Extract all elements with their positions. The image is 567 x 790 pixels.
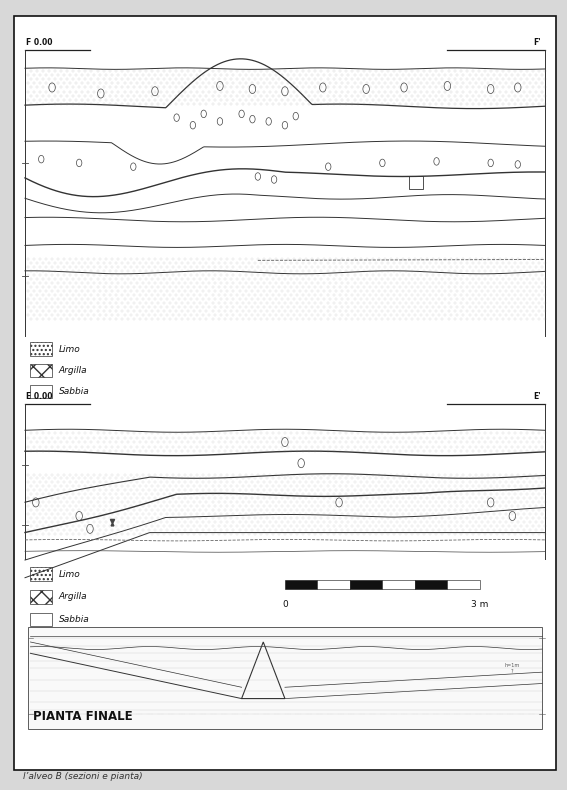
Bar bbox=[31, 612, 52, 626]
Text: E': E' bbox=[533, 393, 540, 401]
Text: l’alveo B (sezioni e pianta): l’alveo B (sezioni e pianta) bbox=[23, 772, 142, 781]
Bar bbox=[382, 580, 415, 589]
Text: h=1m
?: h=1m ? bbox=[505, 663, 520, 674]
Text: E 0.00: E 0.00 bbox=[26, 393, 53, 401]
Bar bbox=[31, 567, 52, 581]
Text: 0: 0 bbox=[282, 600, 288, 609]
Bar bbox=[31, 363, 52, 377]
Bar bbox=[318, 580, 350, 589]
Text: F 0.00: F 0.00 bbox=[26, 38, 53, 47]
Bar bbox=[31, 385, 52, 398]
Bar bbox=[409, 175, 423, 190]
Text: F': F' bbox=[533, 38, 540, 47]
Bar bbox=[285, 580, 318, 589]
Bar bbox=[28, 627, 542, 728]
Bar bbox=[447, 580, 480, 589]
Text: Limo: Limo bbox=[58, 344, 81, 354]
Bar bbox=[31, 343, 52, 356]
Bar bbox=[31, 590, 52, 604]
Text: Sabbia: Sabbia bbox=[58, 615, 90, 624]
Text: Argilla: Argilla bbox=[58, 366, 87, 375]
Text: Limo: Limo bbox=[58, 570, 81, 578]
Bar bbox=[415, 580, 447, 589]
Text: Argilla: Argilla bbox=[58, 592, 87, 601]
Bar bbox=[350, 580, 382, 589]
Text: Sabbia: Sabbia bbox=[58, 387, 90, 396]
Text: 3 m: 3 m bbox=[471, 600, 489, 609]
Text: PIANTA FINALE: PIANTA FINALE bbox=[33, 709, 133, 723]
